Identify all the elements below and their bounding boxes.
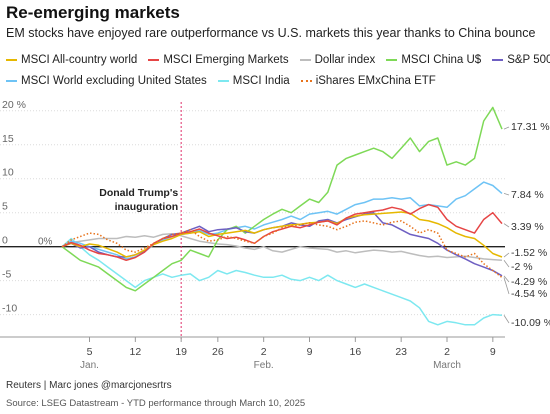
footer-credit: Reuters | Marc jones @marcjonesrtrs [6, 380, 172, 391]
series-line-4 [61, 211, 503, 277]
chart-subtitle: EM stocks have enjoyed rare outperforman… [6, 26, 536, 40]
legend-row-2: MSCI World excluding United States MSCI … [6, 70, 546, 91]
end-label-leader [503, 260, 510, 268]
x-axis: 5 12 19 26 2 9 16 23 2 9 Jan. Feb. March [0, 336, 505, 371]
y-tick-label: 0 [2, 235, 8, 247]
end-label-5: 7.84 % [511, 189, 544, 201]
legend-label: Dollar index [314, 53, 376, 66]
series-line-7 [61, 220, 503, 279]
legend-swatch [217, 79, 229, 82]
annotation-text-line2: inauguration [115, 201, 179, 213]
footer-source: Source: LSEG Datastream - YTD performanc… [6, 398, 306, 409]
end-label-1: 3.39 % [511, 221, 544, 233]
end-labels: -1.52 % 3.39 % -2 % 17.31 % -4.29 % 7.84 % -10… [503, 121, 550, 329]
x-tick-label: 19 [175, 346, 187, 358]
series-line-1 [61, 203, 503, 262]
x-tick-label: 2 [261, 346, 267, 358]
series-lines [61, 106, 503, 326]
legend-item-sp500: S&P 500 [492, 54, 550, 66]
x-month-label: March [433, 360, 461, 371]
x-tick-label: 23 [395, 346, 407, 358]
x-tick-label: 2 [444, 346, 450, 358]
legend-label: S&P 500 [507, 53, 550, 66]
end-label-3: 17.31 % [511, 121, 550, 133]
chart-title: Re-emerging markets [6, 3, 180, 22]
zero-percent-label: 0% [38, 237, 53, 248]
end-label-2: -2 % [511, 261, 533, 273]
annotation-text-line1: Donald Trump's [99, 187, 178, 199]
y-tick-label: 10 [2, 167, 14, 179]
legend-item-emxchina: iShares EMxChina ETF [300, 74, 436, 87]
legend-row-1: MSCI All-country world MSCI Emerging Mar… [6, 49, 550, 70]
end-label-4: -4.29 % [511, 276, 547, 288]
end-label-6: -10.09 % [511, 317, 550, 329]
series-line-6 [61, 237, 503, 326]
end-label-leader [503, 275, 510, 283]
legend-label: MSCI World excluding United States [21, 74, 207, 87]
x-tick-label: 9 [307, 346, 313, 358]
y-axis-ticks: 20 % 15 10 5 0 -5 -10 0% [2, 99, 53, 315]
series-line-0 [61, 211, 503, 258]
legend-label: MSCI China U$ [401, 53, 482, 66]
series-line-3 [61, 106, 503, 292]
legend-item-dollar: Dollar index [299, 53, 376, 66]
x-tick-label: 5 [87, 346, 93, 358]
legend-label: iShares EMxChina ETF [315, 74, 436, 87]
x-tick-label: 16 [349, 346, 361, 358]
legend-swatch [6, 79, 17, 82]
legend-swatch [300, 79, 312, 82]
legend-label: MSCI All-country world [21, 53, 138, 66]
legend-label: MSCI Emerging Markets [163, 53, 289, 66]
end-label-leader [503, 252, 510, 258]
end-label-leader [503, 315, 510, 324]
gridlines [0, 110, 505, 316]
legend-swatch [6, 58, 17, 61]
y-tick-label: 15 [2, 133, 14, 145]
legend-item-india: MSCI India [217, 74, 290, 87]
x-tick-label: 12 [129, 346, 141, 358]
y-tick-label: -5 [2, 269, 11, 281]
legend-swatch [299, 58, 311, 61]
x-tick-label: 26 [212, 346, 224, 358]
legend-swatch [492, 58, 504, 61]
y-tick-label: -10 [2, 303, 17, 315]
legend-swatch [148, 58, 160, 61]
legend-item-acwi: MSCI All-country world [6, 54, 137, 66]
series-line-2 [61, 233, 503, 262]
legend-item-world-ex-us: MSCI World excluding United States [6, 75, 207, 87]
legend-label: MSCI India [232, 74, 290, 87]
x-tick-label: 9 [490, 346, 496, 358]
legend: MSCI All-country world MSCI Emerging Mar… [6, 49, 550, 91]
legend-item-china: MSCI China U$ [386, 54, 481, 66]
end-label-leader [503, 126, 510, 130]
end-label-leader [503, 223, 510, 228]
y-tick-label: 5 [2, 201, 8, 213]
end-label-7: -4.54 % [511, 288, 547, 300]
legend-swatch [386, 58, 398, 61]
inauguration-annotation: Donald Trump's inauguration [99, 102, 182, 339]
end-label-leader [503, 277, 510, 295]
end-label-0: -1.52 % [511, 247, 547, 259]
end-label-leader [503, 193, 510, 196]
x-month-label: Jan. [80, 360, 99, 371]
x-month-label: Feb. [254, 360, 274, 371]
legend-item-em: MSCI Emerging Markets [148, 53, 289, 66]
y-tick-label: 20 % [2, 99, 26, 111]
